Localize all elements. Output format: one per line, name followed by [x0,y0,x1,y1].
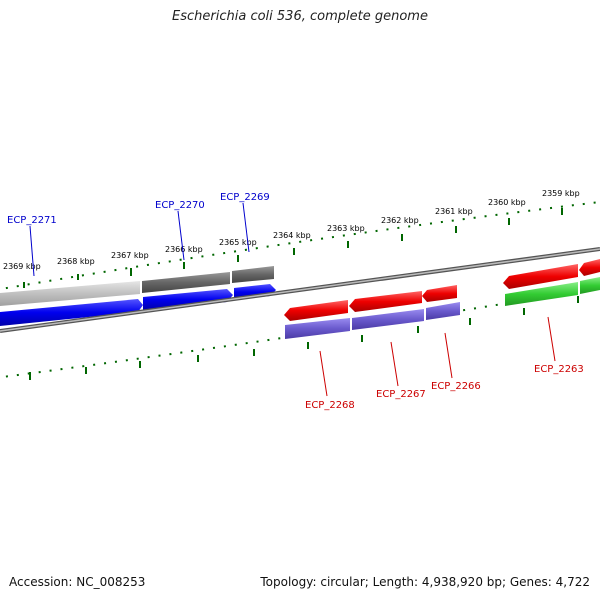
gene-arrow-ecp-2268 [284,300,348,321]
reverse-orf-track [285,277,600,339]
gene-label-ecp-2270: ECP_2270 [155,200,205,211]
genome-summary-text: Topology: circular; Length: 4,938,920 bp… [260,575,590,589]
gene-label-ecp-2267: ECP_2267 [376,389,426,400]
gene-arrow-ecp-2263 [503,264,578,289]
accession-text: Accession: NC_008253 [9,575,146,589]
scale-label: 2364 kbp [273,231,311,240]
scale-label: 2369 kbp [3,262,41,271]
scale-label: 2361 kbp [435,207,473,216]
gene-label-ecp-2268: ECP_2268 [305,400,355,411]
reverse-cds-track [284,259,600,321]
gene-label-ecp-2263: ECP_2263 [534,364,584,375]
outer-major-ticks [23,208,563,288]
forward-orf-track [0,266,274,306]
gene-label-ecp-2269: ECP_2269 [220,192,270,203]
scale-label: 2366 kbp [165,245,203,254]
label-leaders [29,202,556,397]
scale-labels: 2369 kbp 2368 kbp 2367 kbp 2366 kbp 2365… [3,189,580,271]
scale-label: 2367 kbp [111,251,149,260]
gene-arrow-ecp-2271 [0,299,143,326]
genome-backbone [0,247,600,333]
inner-major-ticks [29,296,579,380]
scale-label: 2362 kbp [381,216,419,225]
gene-labels: ECP_2271 ECP_2270 ECP_2269 ECP_2268 ECP_… [7,192,584,411]
gene-arrow-ecp-2270 [143,289,233,310]
gene-label-ecp-2266: ECP_2266 [431,381,481,392]
scale-label: 2359 kbp [542,189,580,198]
scale-label: 2365 kbp [219,238,257,247]
scale-label: 2360 kbp [488,198,526,207]
map-title: Escherichia coli 536, complete genome [172,9,428,24]
scale-label: 2363 kbp [327,224,365,233]
gene-arrow-ecp-2266 [422,285,457,302]
scale-label: 2368 kbp [57,257,95,266]
gene-label-ecp-2271: ECP_2271 [7,215,57,226]
gene-arrow-ecp-2267 [349,291,422,312]
